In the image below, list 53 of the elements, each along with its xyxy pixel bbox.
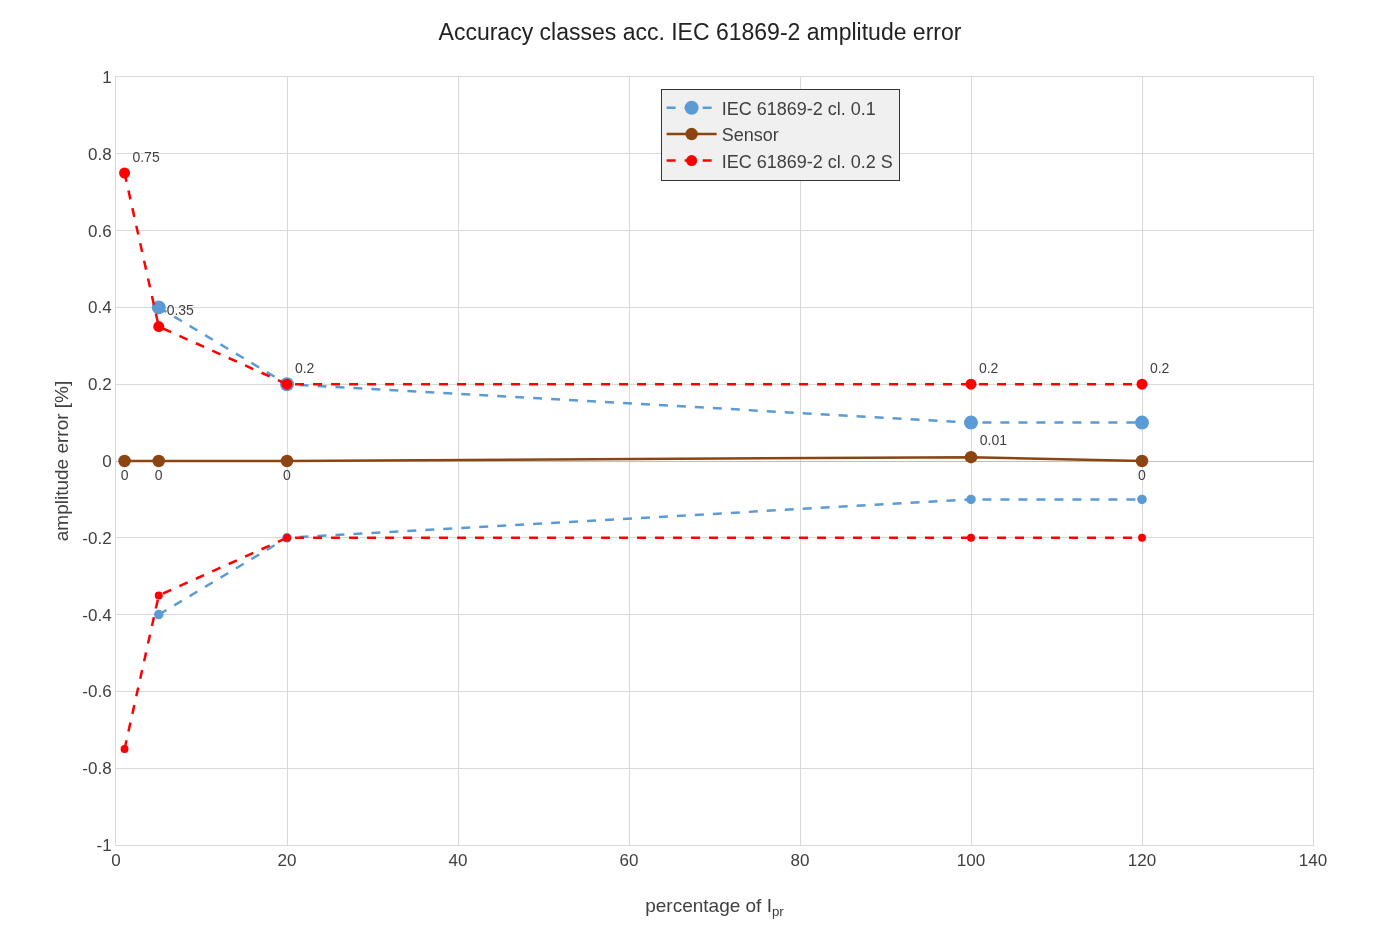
x-tick-label: 20 [277,851,297,871]
y-tick-label: -1 [96,835,112,855]
chart-title: Accuracy classes acc. IEC 61869-2 amplitude error [438,18,962,45]
legend-label: IEC 61869-2 cl. 0.1 [721,98,876,119]
y-tick-label: -0.2 [82,528,112,548]
x-tick-label: 100 [956,851,986,871]
y-tick-label: 0.8 [87,144,112,164]
data-label: 0 [120,467,129,484]
point [966,494,976,505]
point [1138,533,1146,542]
point [1135,454,1149,468]
x-tick-label: 120 [1127,851,1157,871]
point [154,609,164,620]
point [964,450,978,464]
x-tick-label: 40 [448,851,468,871]
point [964,415,978,430]
point [119,167,131,179]
data-label: 0.2 [294,359,315,376]
y-tick-label: -0.6 [82,682,112,702]
point [118,454,131,468]
data-label: 0 [1138,467,1147,484]
point [1136,378,1148,390]
data-label: 0.2 [978,359,999,376]
y-tick-label: 0.2 [87,375,112,395]
y-axis-title: amplitude error [%] [51,380,72,542]
x-tick-label: 80 [790,851,810,871]
point [152,454,165,468]
y-tick-label: 1 [102,67,112,87]
data-label: 0 [154,467,163,484]
x-tick-label: 140 [1298,851,1328,871]
data-label: 0.01 [979,431,1008,448]
y-tick-label: 0 [102,451,112,471]
legend-label: IEC 61869-2 cl. 0.2 S [721,151,893,172]
data-label: 0.2 [1149,359,1170,376]
point [965,378,977,390]
point [1137,494,1147,505]
data-label: 0.75 [132,148,160,165]
point [1135,415,1149,430]
y-tick-label: -0.4 [82,605,112,625]
y-tick-label: -0.8 [82,759,112,779]
x-tick-label: 60 [619,851,639,871]
y-tick-label: 0.4 [87,298,112,318]
data-label: 0.35 [166,302,195,319]
point [153,321,165,333]
point [280,454,294,468]
point [967,533,975,542]
data-label: 0 [283,467,292,484]
y-tick-label: 0.6 [87,221,112,241]
point [151,300,166,315]
x-axis-title: percentage of I$_{pr}$ [645,895,785,919]
legend-label: Sensor [721,125,779,146]
point [154,591,163,600]
point [120,745,129,753]
